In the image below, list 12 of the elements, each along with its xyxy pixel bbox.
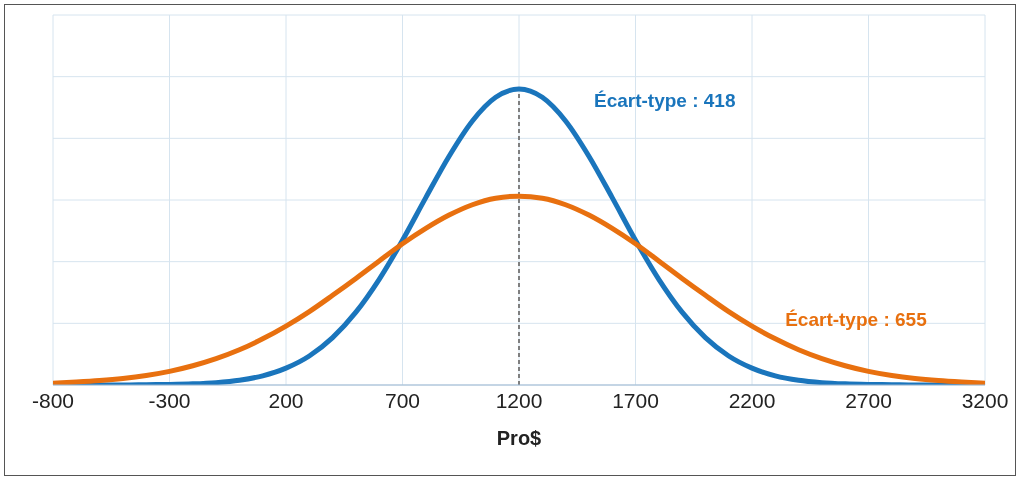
x-tick-label: 2700 <box>845 388 892 412</box>
x-tick-label: 200 <box>268 388 304 412</box>
x-tick-label: 2200 <box>728 388 776 412</box>
x-tick-label: -300 <box>148 388 191 412</box>
x-tick-label: -800 <box>31 388 75 412</box>
x-tick-label: 1700 <box>612 388 659 412</box>
series-label: Écart-type : 418 <box>594 90 736 111</box>
x-axis-title: Pro$ <box>496 427 542 449</box>
x-tick-label: 3200 <box>961 388 1009 412</box>
x-tick-label: 700 <box>384 388 421 412</box>
series-label: Écart-type : 655 <box>785 308 928 330</box>
x-tick-label: 1200 <box>495 388 543 412</box>
